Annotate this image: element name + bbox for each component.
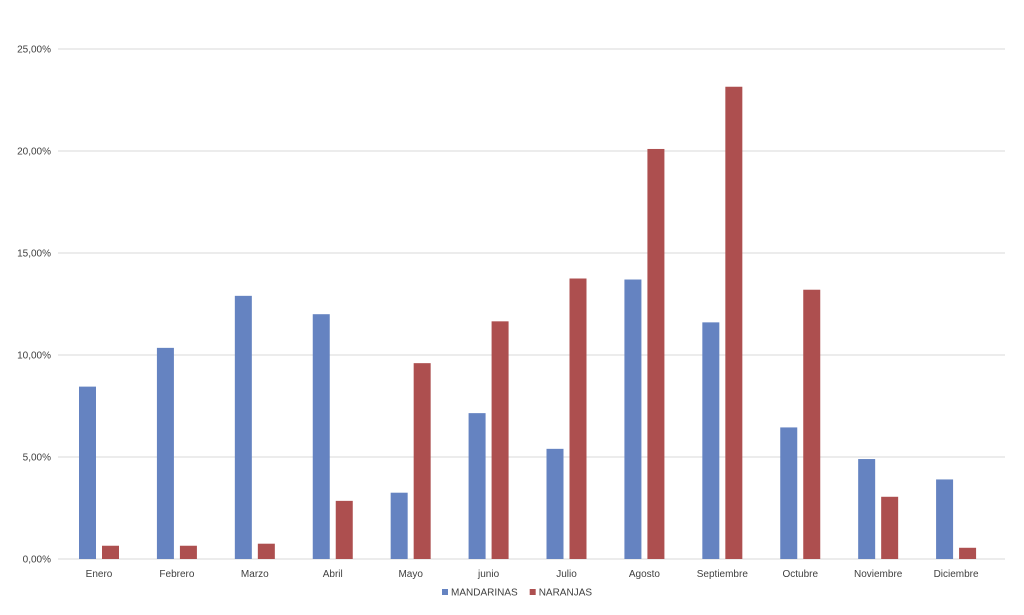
bar-mandarinas-agosto — [624, 279, 642, 559]
bars — [79, 86, 977, 560]
bar-mandarinas-abril — [312, 314, 330, 559]
x-category-label: Febrero — [159, 569, 194, 580]
x-category-label: junio — [477, 569, 500, 580]
bar-naranjas-marzo — [257, 543, 275, 559]
y-tick-label: 15,00% — [17, 249, 51, 260]
bar-mandarinas-marzo — [234, 295, 252, 559]
x-category-label: Julio — [556, 569, 577, 580]
bar-naranjas-julio — [569, 278, 587, 559]
x-category-label: Marzo — [241, 569, 269, 580]
bar-mandarinas-diciembre — [936, 479, 954, 559]
x-category-label: Noviembre — [854, 569, 903, 580]
legend-swatch-naranjas — [529, 589, 536, 595]
bar-naranjas-septiembre — [725, 86, 743, 560]
bar-naranjas-noviembre — [881, 496, 899, 559]
bar-naranjas-diciembre — [959, 547, 977, 559]
y-tick-label: 10,00% — [17, 351, 51, 362]
legend-label-naranjas: NARANJAS — [539, 588, 593, 599]
y-tick-label: 0,00% — [23, 555, 51, 566]
bar-naranjas-junio — [491, 321, 509, 559]
y-tick-label: 5,00% — [23, 453, 51, 464]
bar-mandarinas-junio — [468, 413, 486, 559]
x-category-label: Octubre — [782, 569, 818, 580]
bar-mandarinas-julio — [546, 448, 564, 559]
legend: MANDARINAS NARANJAS — [442, 588, 592, 599]
y-axis-tick-labels: 0,00% 5,00% 10,00% 15,00% 20,00% 25,00% — [17, 45, 51, 566]
bar-naranjas-octubre — [803, 289, 821, 559]
bar-mandarinas-mayo — [390, 492, 408, 559]
bar-mandarinas-enero — [79, 386, 96, 559]
x-category-label: Diciembre — [934, 569, 979, 580]
bar-naranjas-mayo — [413, 363, 431, 559]
bar-naranjas-abril — [335, 500, 353, 559]
y-tick-label: 25,00% — [17, 45, 51, 56]
bar-mandarinas-noviembre — [858, 459, 876, 559]
bar-mandarinas-septiembre — [702, 322, 720, 559]
x-axis-category-labels: Enero Febrero Marzo Abril Mayo junio Julio Agos… — [86, 569, 979, 580]
x-category-label: Agosto — [629, 569, 661, 580]
legend-label-mandarinas: MANDARINAS — [451, 588, 518, 599]
x-category-label: Septiembre — [697, 569, 749, 580]
bar-naranjas-agosto — [647, 148, 665, 559]
bar-naranjas-enero — [102, 545, 119, 559]
x-category-label: Enero — [86, 569, 113, 580]
x-category-label: Abril — [323, 569, 343, 580]
legend-swatch-mandarinas — [442, 589, 448, 595]
bar-mandarinas-febrero — [156, 347, 174, 559]
bar-mandarinas-octubre — [780, 427, 798, 559]
y-tick-label: 20,00% — [17, 147, 51, 158]
bar-naranjas-febrero — [179, 545, 197, 559]
gridlines — [58, 48, 1005, 560]
x-category-label: Mayo — [398, 569, 423, 580]
